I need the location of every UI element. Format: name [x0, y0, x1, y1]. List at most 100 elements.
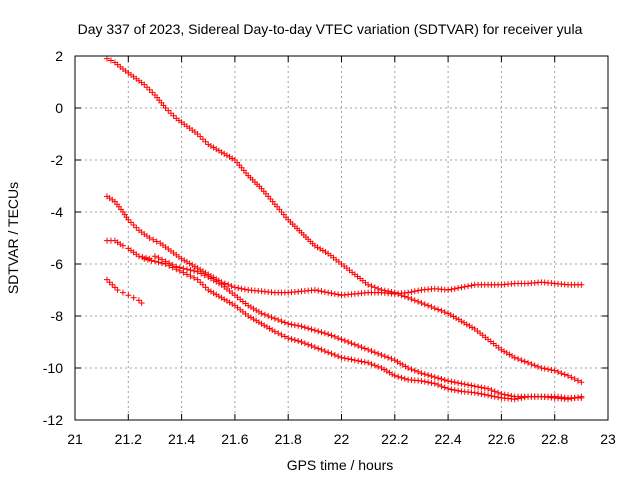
trace-3-point — [275, 316, 282, 323]
trace-2-point — [221, 280, 228, 287]
trace-2-point — [238, 285, 245, 292]
y-tick-label: 2 — [55, 48, 63, 64]
trace-1-point — [141, 81, 148, 88]
trace-1-point — [503, 349, 510, 356]
trace-3-point — [119, 242, 126, 249]
trace-3-point — [371, 349, 378, 356]
trace-1-point — [435, 306, 442, 313]
trace-4-point — [475, 390, 482, 397]
trace-4-point — [148, 257, 155, 264]
trace-2-point — [335, 291, 342, 298]
trace-4-point — [285, 335, 292, 342]
trace-4-point — [271, 328, 278, 335]
trace-4-point — [180, 269, 187, 276]
trace-4-point — [361, 359, 368, 366]
trace-4-point — [269, 327, 276, 334]
trace-4-point — [378, 365, 385, 371]
trace-3-point — [491, 388, 498, 395]
trace-4-point — [318, 346, 325, 353]
trace-4-point — [295, 338, 302, 345]
trace-4-point — [448, 386, 455, 393]
trace-3-point — [247, 304, 254, 311]
trace-1-point — [438, 307, 445, 314]
trace-1-point — [561, 371, 568, 378]
trace-5-point — [103, 276, 110, 283]
trace-3-point — [338, 336, 345, 343]
trace-3-point — [368, 348, 375, 355]
trace-5-point — [109, 281, 116, 288]
trace-4-point — [263, 323, 270, 330]
trace-4-point — [341, 355, 348, 362]
trace-5-point — [114, 287, 121, 293]
trace-3-point — [345, 339, 352, 345]
x-tick-label: 21.6 — [221, 431, 248, 447]
trace-1-point — [521, 358, 528, 365]
trace-2-point — [125, 216, 132, 223]
trace-3-point — [358, 344, 365, 351]
trace-3-point — [397, 360, 404, 367]
trace-4-point — [141, 255, 148, 262]
trace-4-point — [223, 297, 230, 304]
trace-3-point — [485, 385, 492, 392]
trace-3-point — [348, 340, 355, 347]
trace-3-point — [268, 314, 275, 321]
x-tick-label: 22.6 — [488, 431, 515, 447]
trace-4-point — [328, 350, 335, 357]
trace-3-point — [475, 383, 482, 390]
trace-1-point — [415, 298, 422, 305]
trace-4-point — [389, 371, 396, 378]
x-tick-label: 22 — [334, 431, 350, 447]
trace-4-point — [253, 317, 260, 324]
trace-4-point — [395, 373, 402, 380]
trace-4-point — [308, 342, 315, 349]
trace-3-point — [441, 377, 448, 384]
trace-3-point — [308, 326, 315, 333]
trace-1-point — [548, 366, 555, 373]
trace-2-point — [130, 222, 137, 228]
trace-4-point — [215, 293, 222, 300]
trace-1-point — [213, 146, 220, 153]
trace-3-point — [411, 367, 418, 374]
trace-3-point — [335, 335, 342, 342]
y-tick-label: -10 — [43, 360, 63, 376]
trace-3-point — [183, 266, 190, 273]
trace-1-point — [461, 319, 468, 326]
trace-4-point — [438, 383, 445, 390]
trace-4-point — [488, 392, 495, 399]
x-tick-label: 22.2 — [381, 431, 408, 447]
trace-3-point — [321, 330, 328, 337]
trace-3-point — [201, 272, 208, 279]
trace-3-point — [365, 346, 372, 353]
trace-1-point — [501, 348, 508, 355]
trace-4-point — [221, 296, 228, 303]
trace-3-point — [431, 374, 438, 381]
trace-1-point — [207, 142, 214, 149]
trace-5-point — [125, 292, 132, 299]
trace-3-point — [378, 352, 385, 358]
trace-4-point — [435, 381, 442, 388]
trace-1-point — [197, 133, 204, 140]
trace-4-point — [511, 396, 518, 403]
trace-2-point — [411, 288, 418, 295]
trace-2-point — [127, 219, 134, 226]
trace-1-point — [229, 155, 236, 162]
trace-1-point — [405, 294, 412, 301]
trace-1-point — [221, 150, 228, 157]
trace-2-point — [146, 235, 153, 241]
trace-4-point — [255, 319, 262, 326]
trace-2-point — [150, 236, 157, 243]
trace-3-point — [250, 305, 257, 312]
trace-5-point — [106, 279, 113, 286]
trace-4-point — [176, 267, 183, 274]
trace-4-point — [159, 260, 166, 267]
trace-2-point — [468, 282, 475, 289]
trace-3-point — [408, 366, 415, 373]
trace-3-point — [151, 253, 158, 260]
trace-3-point — [405, 365, 412, 371]
trace-3-point — [381, 353, 388, 360]
trace-5-point — [119, 289, 126, 296]
trace-4-point — [202, 284, 209, 291]
trace-3-point — [399, 361, 406, 368]
trace-4-point — [383, 368, 390, 375]
trace-2-point — [325, 289, 332, 296]
